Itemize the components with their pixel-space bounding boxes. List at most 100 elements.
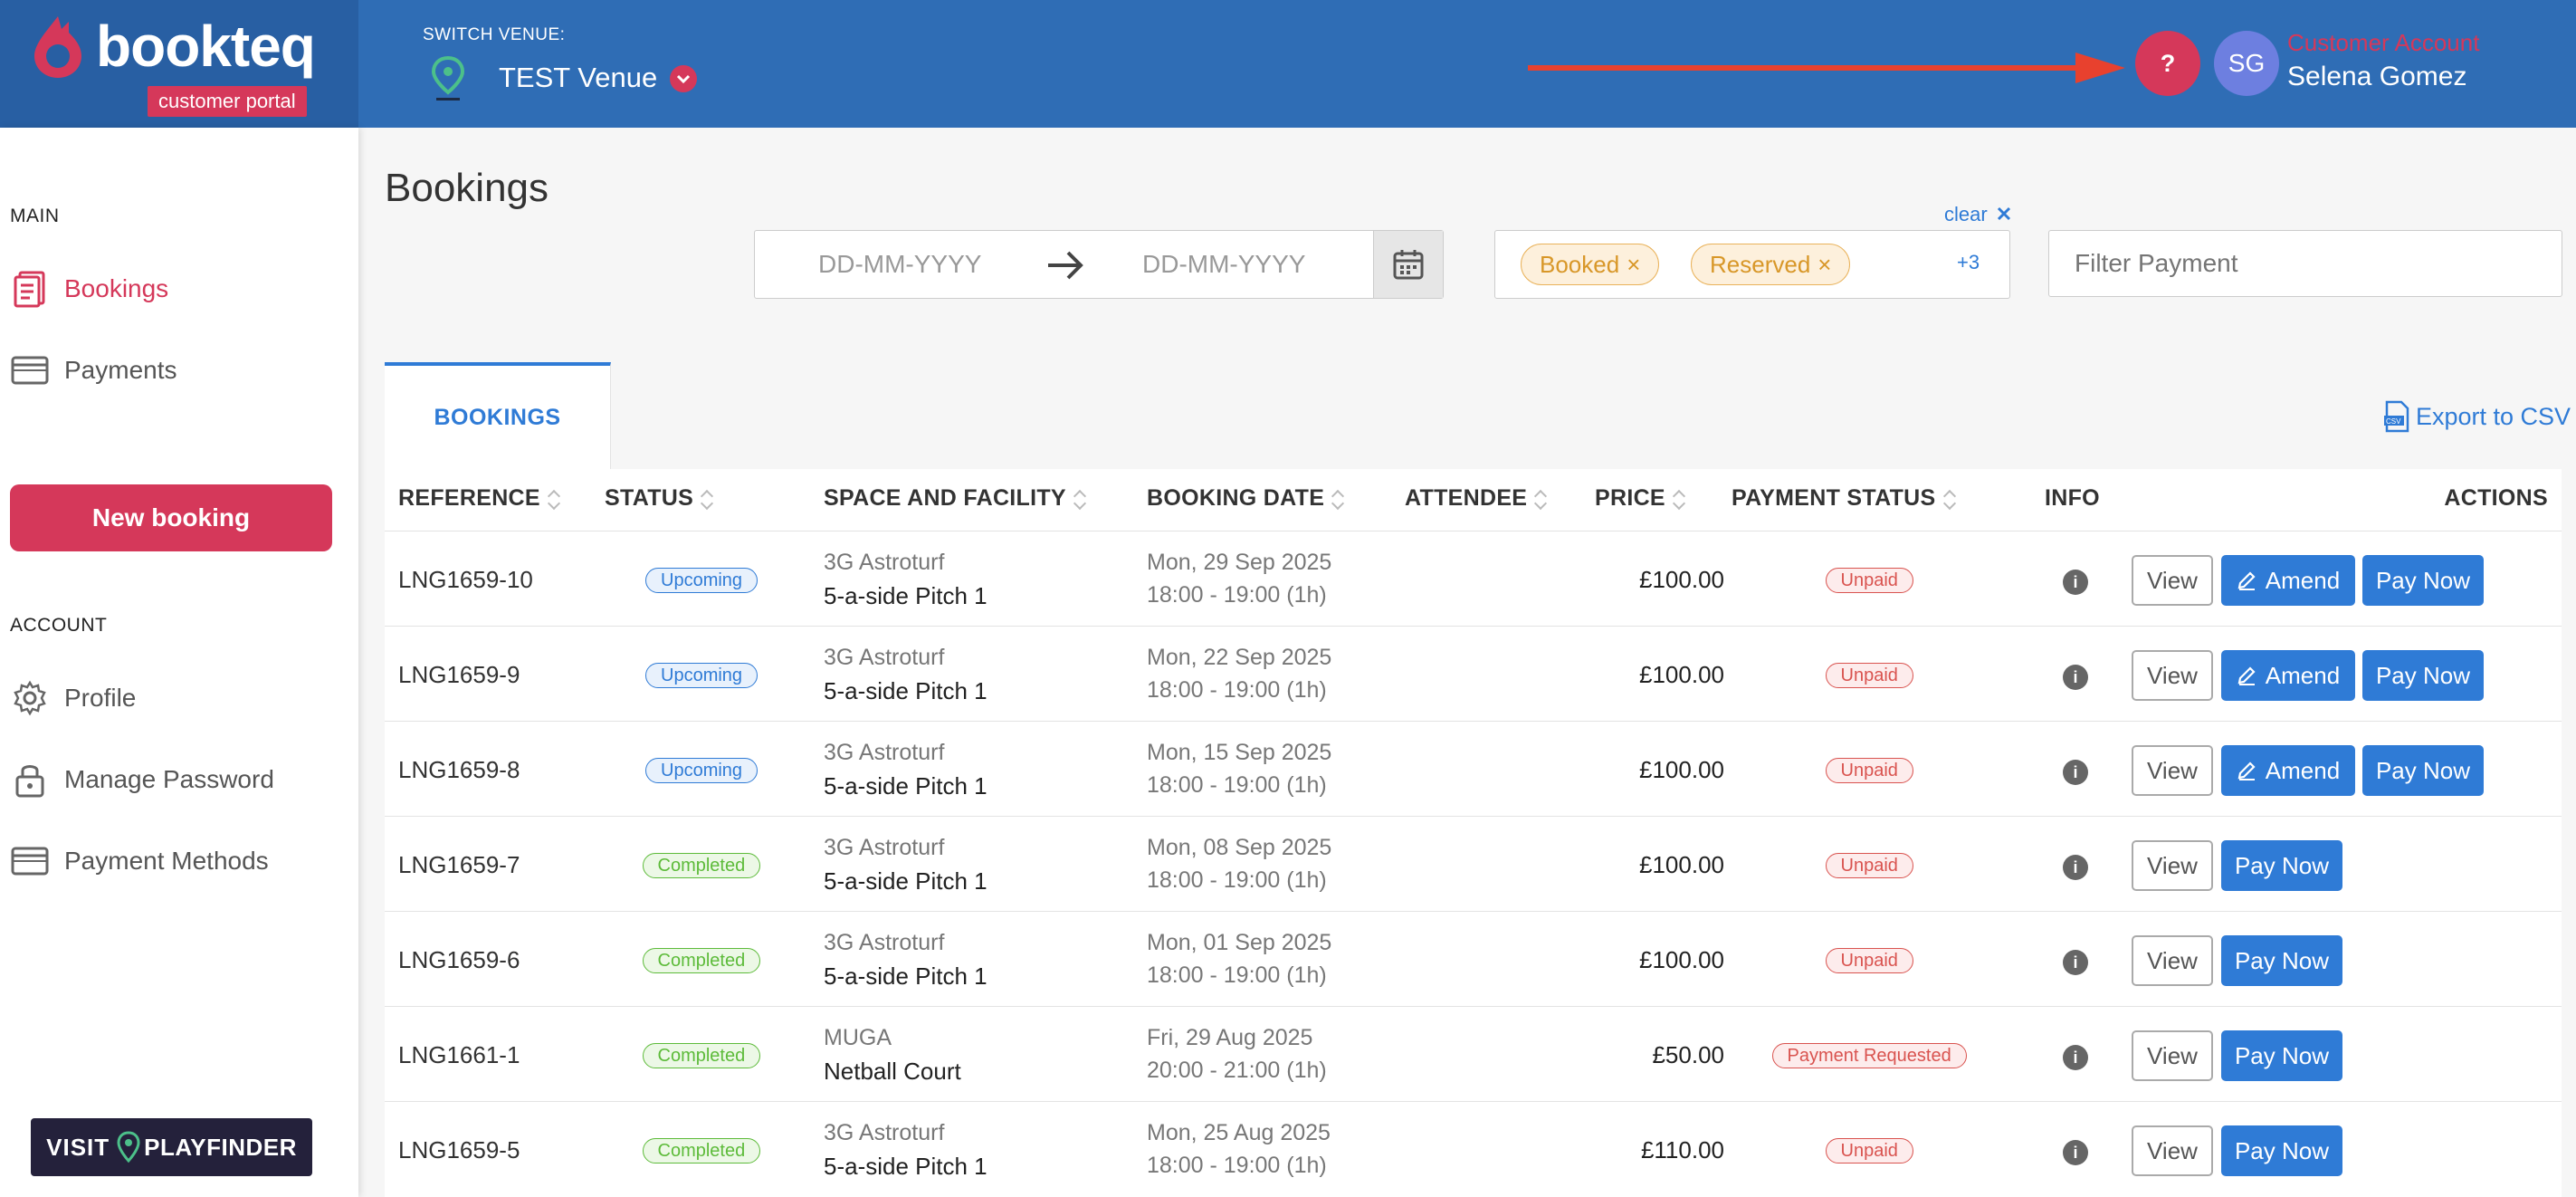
header-price[interactable]: PRICE — [1595, 485, 1685, 512]
amend-button[interactable]: Amend — [2221, 745, 2355, 796]
date-end-input[interactable]: DD-MM-YYYY — [1142, 250, 1306, 278]
view-button[interactable]: View — [2132, 1030, 2213, 1081]
pay-now-button[interactable]: Pay Now — [2221, 935, 2342, 986]
date-range-filter[interactable]: DD-MM-YYYY DD-MM-YYYY — [754, 230, 1444, 299]
status-filter[interactable]: Booked × Reserved × — [1494, 230, 2010, 299]
payment-status-badge: Unpaid — [1825, 948, 1913, 973]
pay-now-button[interactable]: Pay Now — [2362, 650, 2484, 701]
facility-name: 5-a-side Pitch 1 — [824, 962, 987, 990]
header-status[interactable]: STATUS — [605, 485, 713, 512]
view-button[interactable]: View — [2132, 1125, 2213, 1176]
gear-icon — [10, 678, 50, 718]
tab-bookings[interactable]: BOOKINGS — [385, 362, 611, 469]
amend-label: Amend — [2265, 661, 2341, 689]
sort-icon — [1943, 487, 1956, 511]
sidebar: MAIN Bookings Payments New booking ACCOU… — [0, 128, 358, 1197]
sidebar-item-manage-password[interactable]: Manage Password — [10, 760, 274, 800]
new-booking-button[interactable]: New booking — [10, 484, 332, 551]
pencil-icon — [2237, 571, 2256, 590]
header-attendee[interactable]: ATTENDEE — [1405, 485, 1547, 512]
payment-status-badge: Unpaid — [1825, 568, 1913, 593]
booking-reference: LNG1659-5 — [398, 1136, 520, 1163]
payment-status-badge: Unpaid — [1825, 663, 1913, 688]
visit-playfinder-banner[interactable]: VISIT PLAYFINDER — [31, 1118, 312, 1176]
space-name: 3G Astroturf — [824, 930, 945, 955]
info-icon[interactable]: i — [2063, 950, 2088, 975]
sidebar-item-label: Profile — [64, 684, 137, 712]
sidebar-item-payments[interactable]: Payments — [10, 350, 177, 390]
table-row: LNG1659-7 Completed 3G Astroturf 5-a-side P… — [385, 816, 2562, 912]
space-name: 3G Astroturf — [824, 740, 945, 765]
booking-date: Mon, 15 Sep 2025 — [1147, 740, 1332, 765]
booking-time: 18:00 - 19:00 (1h) — [1147, 962, 1327, 988]
pay-now-button[interactable]: Pay Now — [2221, 840, 2342, 891]
brand-logo[interactable]: bookteq customer portal — [0, 0, 358, 128]
clear-filters-link[interactable]: clear — [1944, 203, 2011, 226]
pay-now-button[interactable]: Pay Now — [2221, 1030, 2342, 1081]
view-button[interactable]: View — [2132, 745, 2213, 796]
amend-button[interactable]: Amend — [2221, 555, 2355, 606]
account-name[interactable]: Selena Gomez — [2287, 62, 2467, 91]
status-badge: Completed — [642, 1043, 761, 1068]
booking-reference: LNG1661-1 — [398, 1041, 520, 1068]
close-icon[interactable]: × — [1818, 251, 1832, 278]
pay-now-button[interactable]: Pay Now — [2362, 745, 2484, 796]
header-info: INFO — [2045, 485, 2100, 512]
help-button[interactable]: ? — [2135, 31, 2200, 96]
booking-date: Mon, 01 Sep 2025 — [1147, 930, 1332, 955]
close-icon[interactable]: × — [1627, 251, 1641, 278]
annotation-arrow-icon — [1528, 53, 2125, 83]
sidebar-item-profile[interactable]: Profile — [10, 678, 136, 718]
booking-date: Mon, 29 Sep 2025 — [1147, 550, 1332, 575]
payment-status-badge: Unpaid — [1825, 1138, 1913, 1163]
booking-date: Mon, 08 Sep 2025 — [1147, 835, 1332, 860]
header-space[interactable]: SPACE AND FACILITY — [824, 485, 1086, 512]
info-icon[interactable]: i — [2063, 1045, 2088, 1070]
header-label: INFO — [2045, 485, 2100, 511]
header-label: ATTENDEE — [1405, 485, 1528, 511]
view-button[interactable]: View — [2132, 555, 2213, 606]
pay-now-button[interactable]: Pay Now — [2221, 1125, 2342, 1176]
header-date[interactable]: BOOKING DATE — [1147, 485, 1344, 512]
playfinder-name: PLAYFINDER — [144, 1133, 297, 1161]
status-tag-reserved[interactable]: Reserved × — [1691, 244, 1851, 285]
facility-name: 5-a-side Pitch 1 — [824, 1153, 987, 1180]
pay-now-button[interactable]: Pay Now — [2362, 555, 2484, 606]
info-icon[interactable]: i — [2063, 760, 2088, 785]
booking-time: 18:00 - 19:00 (1h) — [1147, 867, 1327, 893]
status-more-count[interactable]: +3 — [1957, 251, 1980, 273]
space-name: 3G Astroturf — [824, 1120, 945, 1145]
view-button[interactable]: View — [2132, 935, 2213, 986]
export-csv-link[interactable]: CSV Export to CSV — [2383, 400, 2571, 433]
view-button[interactable]: View — [2132, 650, 2213, 701]
avatar[interactable]: SG — [2214, 31, 2279, 96]
view-button[interactable]: View — [2132, 840, 2213, 891]
payment-filter-input[interactable] — [2048, 230, 2562, 297]
tag-label: Booked — [1540, 251, 1620, 278]
sidebar-item-label: Manage Password — [64, 765, 274, 793]
sort-icon — [1534, 487, 1547, 511]
info-icon[interactable]: i — [2063, 570, 2088, 595]
booking-date: Fri, 29 Aug 2025 — [1147, 1025, 1313, 1050]
chevron-down-icon[interactable] — [670, 65, 697, 92]
sort-icon — [1331, 487, 1344, 511]
brand-name: bookteq — [96, 14, 316, 79]
venue-switcher[interactable]: TEST Venue — [499, 62, 658, 93]
tag-label: Reserved — [1710, 251, 1811, 278]
price: £100.00 — [1639, 566, 1724, 593]
sidebar-item-bookings[interactable]: Bookings — [10, 269, 168, 309]
status-badge: Upcoming — [645, 568, 758, 593]
info-icon[interactable]: i — [2063, 855, 2088, 880]
info-icon[interactable]: i — [2063, 1140, 2088, 1165]
sidebar-item-payment-methods[interactable]: Payment Methods — [10, 841, 269, 881]
info-icon[interactable]: i — [2063, 665, 2088, 690]
svg-text:CSV: CSV — [2386, 417, 2401, 426]
price: £110.00 — [1640, 1136, 1724, 1163]
date-start-input[interactable]: DD-MM-YYYY — [818, 250, 982, 278]
amend-button[interactable]: Amend — [2221, 650, 2355, 701]
visit-prefix: VISIT — [46, 1133, 110, 1161]
header-payment-status[interactable]: PAYMENT STATUS — [1732, 485, 1956, 512]
calendar-icon[interactable] — [1373, 231, 1443, 298]
header-reference[interactable]: REFERENCE — [398, 485, 560, 512]
status-tag-booked[interactable]: Booked × — [1521, 244, 1660, 285]
